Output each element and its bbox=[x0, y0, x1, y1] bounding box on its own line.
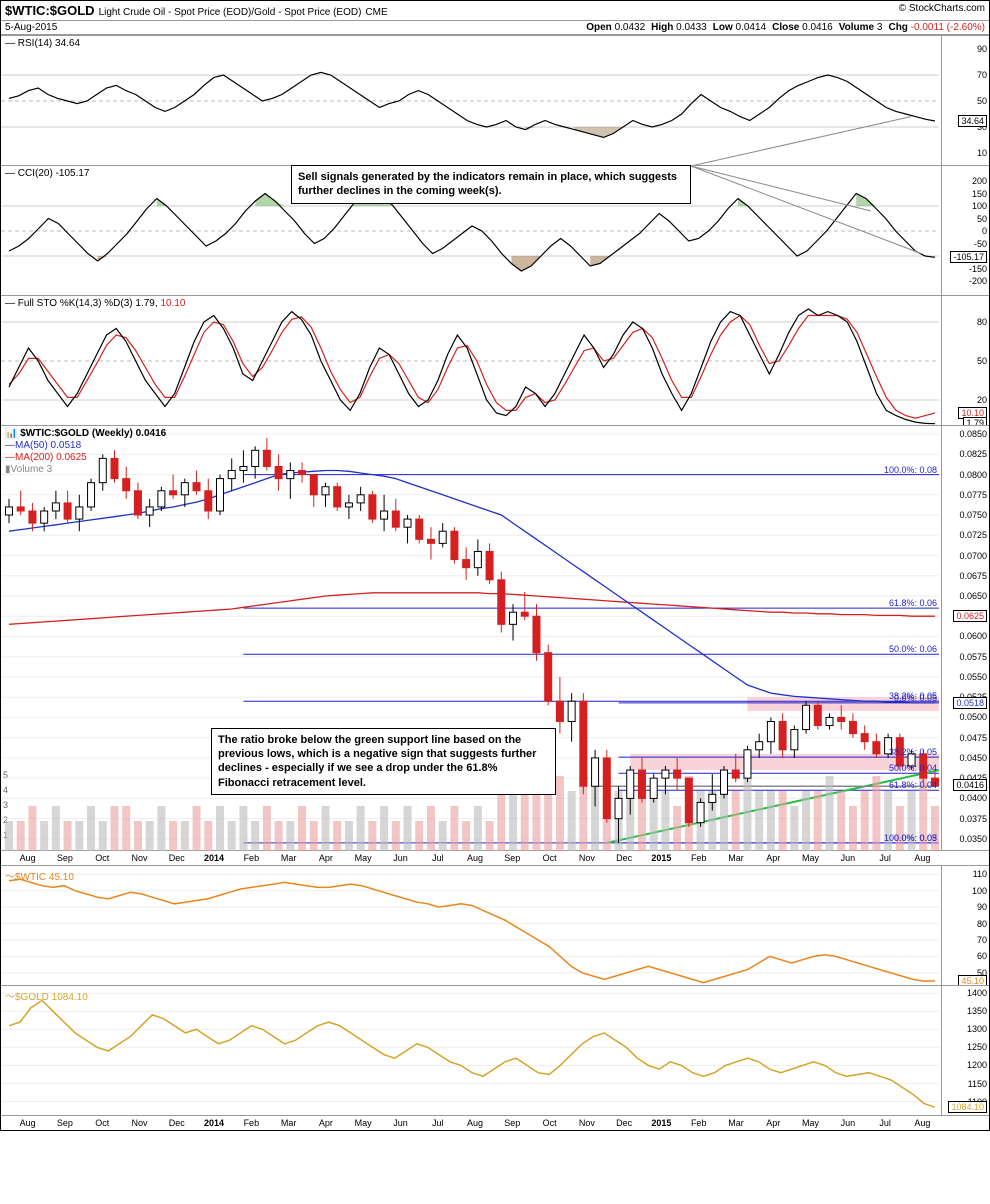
rsi-label: — RSI(14) 34.64 bbox=[5, 38, 80, 49]
x-axis-main: AugSepOctNovDec2014FebMarAprMayJunJulAug… bbox=[1, 850, 989, 865]
ohlc-row: 5-Aug-2015 Open 0.0432 High 0.0433 Low 0… bbox=[1, 21, 989, 35]
price-yaxis: 0.03500.03750.04000.04250.04500.04750.05… bbox=[941, 426, 989, 850]
gold-label: 〜$GOLD 1084.10 bbox=[5, 988, 88, 1003]
wtic-yaxis: 506070809010011045.10 bbox=[941, 866, 989, 985]
rsi-plot bbox=[1, 36, 939, 166]
gold-plot bbox=[1, 986, 939, 1116]
wtic-label: 〜$WTIC 45.10 bbox=[5, 868, 74, 883]
rsi-yaxis: 103050709034.64 bbox=[941, 36, 989, 165]
chart-header: $WTIC:$GOLD Light Crude Oil - Spot Price… bbox=[1, 1, 989, 21]
price-panel: 📊 $WTIC:$GOLD (Weekly) 0.0416 —MA(50) 0.… bbox=[1, 425, 989, 850]
x-axis-bottom: AugSepOctNovDec2014FebMarAprMayJunJulAug… bbox=[1, 1115, 989, 1130]
description: Light Crude Oil - Spot Price (EOD)/Gold … bbox=[99, 7, 362, 18]
annotation-sell-signals: Sell signals generated by the indicators… bbox=[291, 165, 691, 204]
sto-label: — Full STO %K(14,3) %D(3) 1.79, 10.10 bbox=[5, 298, 185, 309]
wtic-plot bbox=[1, 866, 939, 986]
sto-plot bbox=[1, 296, 939, 426]
gold-yaxis: 11001150120012501300135014001084.10 bbox=[941, 986, 989, 1115]
stochastic-panel: — Full STO %K(14,3) %D(3) 1.79, 10.10 20… bbox=[1, 295, 989, 425]
price-labels: 📊 $WTIC:$GOLD (Weekly) 0.0416 —MA(50) 0.… bbox=[5, 428, 166, 476]
chart-date: 5-Aug-2015 bbox=[5, 22, 57, 33]
symbol: $WTIC:$GOLD bbox=[5, 3, 95, 18]
attribution: © StockCharts.com bbox=[899, 3, 985, 18]
wtic-panel: 〜$WTIC 45.10 506070809010011045.10 bbox=[1, 865, 989, 985]
gold-panel: 〜$GOLD 1084.10 1100115012001250130013501… bbox=[1, 985, 989, 1115]
annotation-ratio-broke: The ratio broke below the green support … bbox=[211, 728, 556, 795]
cci-label: — CCI(20) -105.17 bbox=[5, 168, 89, 179]
cci-yaxis: -200-150-100-50050100150200-105.17 bbox=[941, 166, 989, 295]
stock-chart: $WTIC:$GOLD Light Crude Oil - Spot Price… bbox=[0, 0, 990, 1131]
sto-yaxis: 20508010.101.79 bbox=[941, 296, 989, 425]
rsi-panel: — RSI(14) 34.64 103050709034.64 bbox=[1, 35, 989, 165]
exchange: CME bbox=[365, 7, 387, 18]
